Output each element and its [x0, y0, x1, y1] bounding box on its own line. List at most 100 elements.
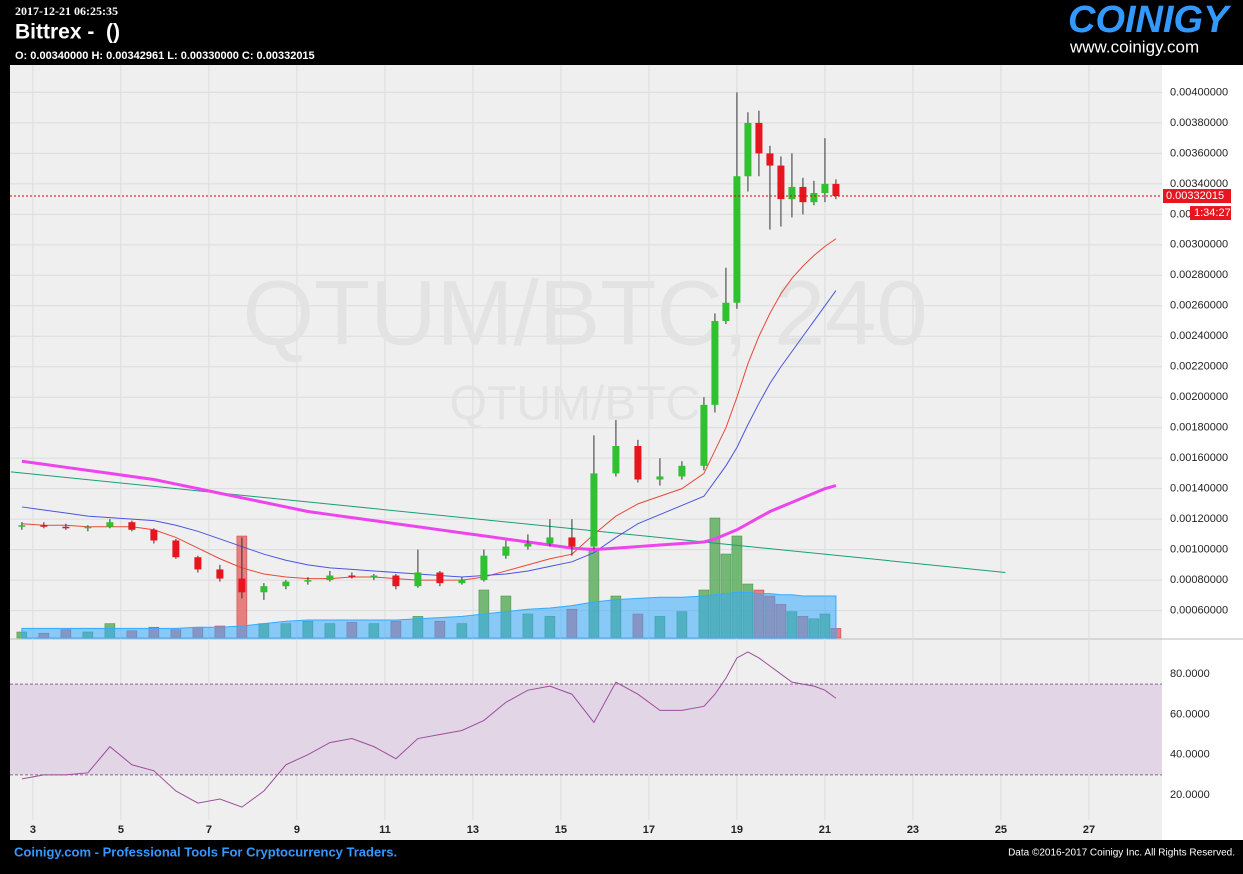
marks: 0.00332015 1:34:27: [10, 92, 1231, 808]
candle-body: [634, 445, 642, 480]
x-tick-label: 23: [907, 824, 919, 836]
rsi-line: [21, 651, 837, 808]
y-tick-label: 0.00400000: [1170, 86, 1228, 98]
candle-body: [84, 526, 92, 529]
logo-url: www.coinigy.com: [1069, 37, 1199, 56]
candle-body: [436, 572, 444, 584]
candle-body: [194, 557, 202, 570]
x-tick-label: 21: [819, 824, 831, 836]
candle-body: [744, 122, 752, 177]
y-tick-label: 0.00180000: [1170, 422, 1228, 434]
candle-body: [392, 575, 400, 587]
candle-body: [656, 476, 664, 480]
candle-body: [821, 183, 829, 194]
candle-body: [106, 522, 114, 527]
y-tick-label: 0.00260000: [1170, 300, 1228, 312]
watermark: QTUM/BTC, 240: [242, 262, 927, 364]
y-tick-label: 0.00100000: [1170, 544, 1228, 556]
candle-body: [18, 525, 26, 527]
candle-body: [348, 575, 356, 578]
candle-body: [722, 302, 730, 322]
candle-body: [546, 537, 554, 544]
x-tick-label: 9: [294, 824, 300, 836]
x-tick-label: 13: [467, 824, 479, 836]
candle-body: [502, 546, 510, 556]
y-tick-label: 0.00240000: [1170, 330, 1228, 342]
candle-body: [766, 153, 774, 166]
candle-body: [612, 445, 620, 474]
y-tick-label: 0.00140000: [1170, 483, 1228, 495]
tagline[interactable]: Coinigy.com - Professional Tools For Cry…: [14, 844, 397, 859]
x-tick-label: 11: [379, 824, 391, 836]
candle-body: [810, 193, 818, 203]
trendline: [10, 471, 1006, 573]
x-tick-label: 5: [118, 824, 124, 836]
ohlc: O: 0.00340000 H: 0.00342961 L: 0.0033000…: [15, 50, 315, 62]
rsi-band: [10, 684, 1162, 775]
rsi-tick-label: 20.0000: [1170, 789, 1210, 801]
y-tick-label: 0.00280000: [1170, 269, 1228, 281]
candle-body: [777, 165, 785, 200]
candle-body: [733, 176, 741, 303]
timer-tag: [1190, 206, 1231, 221]
candle-body: [480, 555, 488, 581]
candle-body: [150, 529, 158, 541]
candle-body: [260, 586, 268, 593]
volume-ma: [21, 591, 837, 639]
candle-body: [568, 537, 576, 547]
candle-body: [282, 581, 290, 587]
candle-body: [678, 465, 686, 477]
candle-body: [62, 526, 70, 529]
candle-body: [370, 575, 378, 578]
y-tick-label: 0.00380000: [1170, 117, 1228, 129]
candle-body: [414, 572, 422, 587]
y-tick-label: 0.00340000: [1170, 178, 1228, 190]
rsi-tick-label: 40.0000: [1170, 749, 1210, 761]
candle-body: [458, 580, 466, 584]
last-price-tag: [1163, 189, 1231, 204]
y-tick-label: 0.00060000: [1170, 604, 1228, 616]
candle-body: [590, 473, 598, 547]
candle-body: [711, 321, 719, 405]
y-tick-label: 0.00220000: [1170, 361, 1228, 373]
candle-body: [799, 186, 807, 203]
x-tick-label: 17: [643, 824, 655, 836]
x-tick-label: 27: [1083, 824, 1095, 836]
y-tick-label: 0.00080000: [1170, 574, 1228, 586]
candle-body: [216, 569, 224, 579]
logo: COINIGY: [1068, 0, 1232, 41]
y-tick-label: 0.00160000: [1170, 452, 1228, 464]
candle-body: [832, 183, 840, 197]
x-tick-label: 15: [555, 824, 567, 836]
candle-body: [304, 580, 312, 582]
datetime: 2017-12-21 06:25:35: [15, 4, 118, 18]
exchange: Bittrex - (): [15, 21, 120, 44]
y-tick-label: 0.00200000: [1170, 391, 1228, 403]
copyright: Data ©2016-2017 Coinigy Inc. All Rights …: [1008, 848, 1235, 859]
x-tick-label: 19: [731, 824, 743, 836]
candle-body: [700, 404, 708, 466]
rsi-tick-label: 60.0000: [1170, 708, 1210, 720]
candle-body: [40, 525, 48, 527]
x-tick-label: 25: [995, 824, 1007, 836]
moving-average: [21, 459, 837, 552]
last-price-label: 0.00332015: [1166, 190, 1224, 202]
candle-body: [326, 575, 334, 581]
y-tick-label: 0.00120000: [1170, 513, 1228, 525]
watermark-sub: QTUM/BTC: [450, 378, 701, 431]
grid: 0.00060000 0.00080000 0.00100000 0.00120000…: [10, 65, 1228, 836]
candle-body: [172, 540, 180, 558]
candle-body: [788, 186, 796, 200]
x-tick-label: 7: [206, 824, 212, 836]
moving-average: [21, 238, 837, 581]
candle-body: [755, 122, 763, 154]
y-tick-label: 0.00300000: [1170, 239, 1228, 251]
y-tick-label: 0.00360000: [1170, 147, 1228, 159]
rsi-tick-label: 80.0000: [1170, 668, 1210, 680]
timer: 1:34:27: [1194, 207, 1231, 219]
candle-body: [238, 578, 246, 593]
candle-body: [128, 522, 136, 530]
candle-body: [524, 543, 532, 547]
x-tick-label: 3: [30, 824, 36, 836]
